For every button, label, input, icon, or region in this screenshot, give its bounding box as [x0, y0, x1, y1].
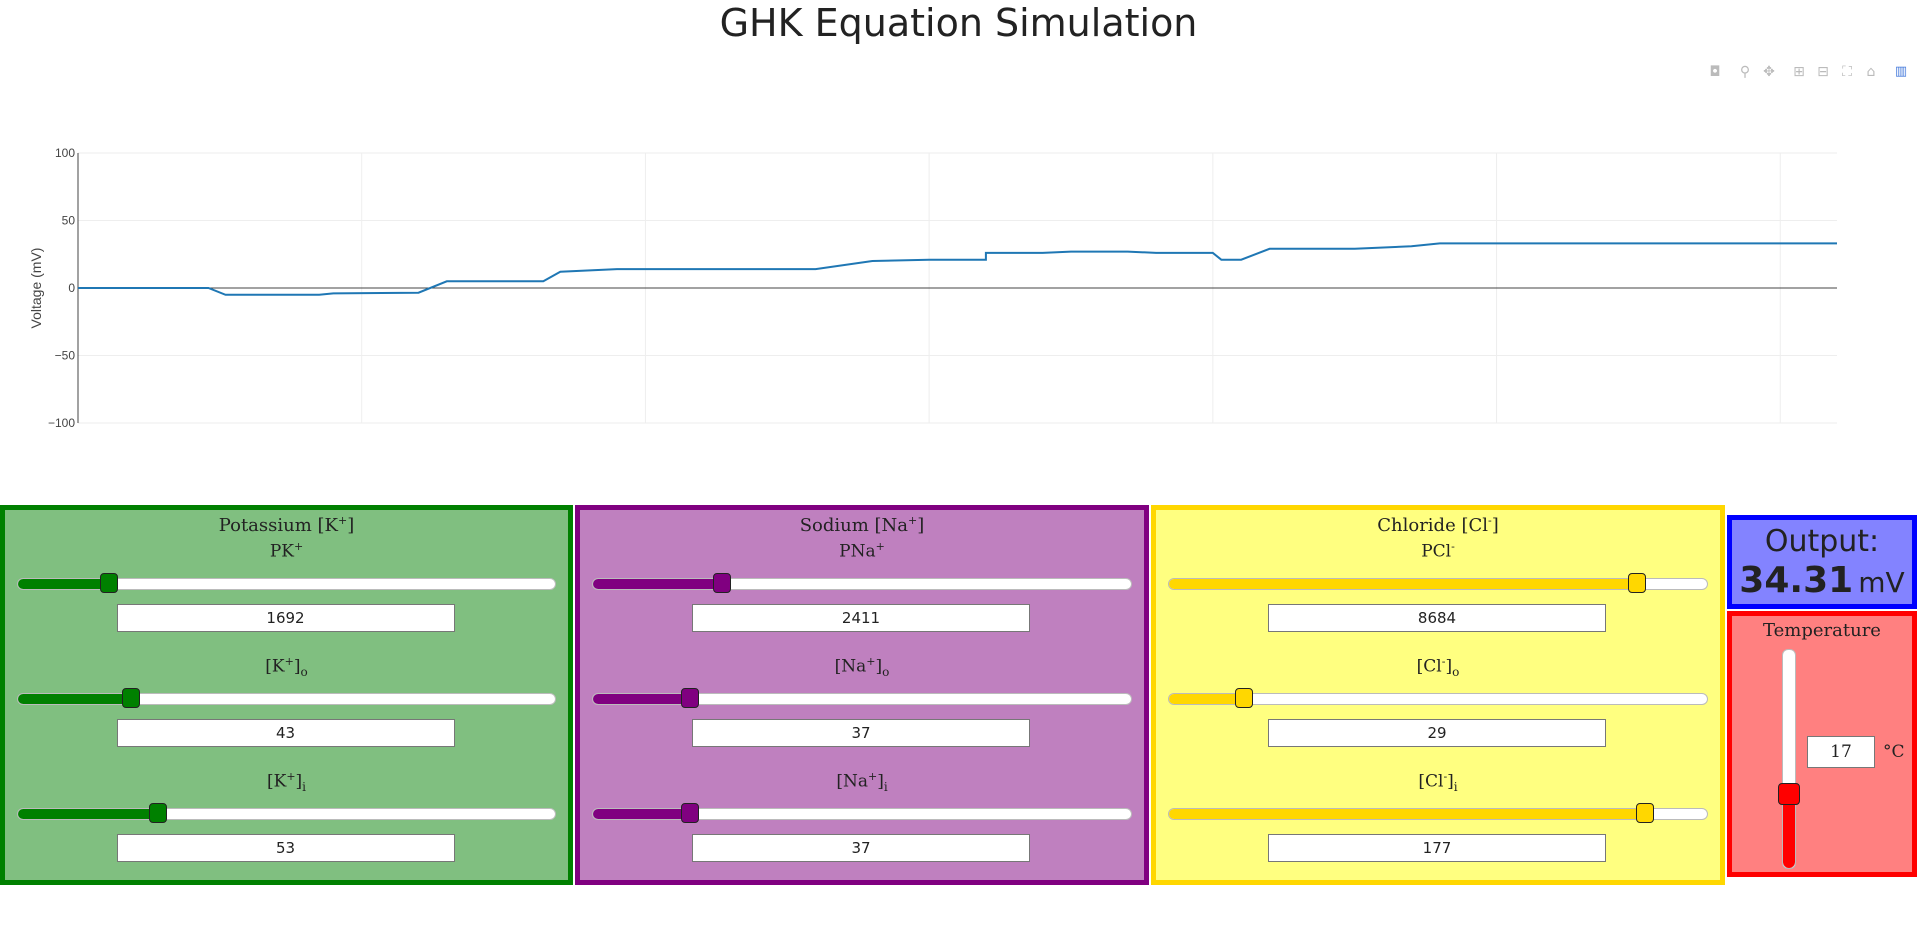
- potassium-control-group: PK+ 1692: [5, 540, 568, 655]
- chloride-slider[interactable]: [1168, 803, 1708, 823]
- potassium-value-input[interactable]: 53: [116, 834, 455, 862]
- chloride-slider[interactable]: [1168, 573, 1708, 593]
- chloride-slider-fill: [1169, 809, 1646, 819]
- chloride-title: Chloride [Cl-]: [1377, 514, 1499, 536]
- sodium-slider-fill: [593, 809, 690, 819]
- page-title: GHK Equation Simulation: [719, 1, 1198, 45]
- potassium-slider-fill: [18, 809, 158, 819]
- y-tick-label: −50: [55, 349, 76, 363]
- potassium-value-input[interactable]: 1692: [116, 604, 455, 632]
- potassium-slider[interactable]: [17, 688, 556, 708]
- sodium-value-input[interactable]: 2411: [692, 604, 1030, 632]
- y-axis-ticks: 100 50 0 −50 −100: [48, 146, 75, 430]
- potassium-slider-label: PK+: [269, 540, 304, 562]
- sodium-slider-label: [Na+]o: [834, 655, 890, 680]
- chloride-slider-thumb[interactable]: [1628, 573, 1647, 593]
- chloride-control-group: [Cl-]i 177: [1156, 770, 1720, 885]
- chloride-control-group: PCl- 8684: [1156, 540, 1720, 655]
- chloride-control-group: [Cl-]o 29: [1156, 655, 1720, 770]
- potassium-panel: Potassium [K+] PK+ 1692 [K+]o 43 [K+]i 53: [0, 505, 573, 885]
- y-tick-label: −100: [48, 416, 75, 430]
- temperature-slider-thumb[interactable]: [1778, 782, 1800, 805]
- y-axis-label: Voltage (mV): [28, 248, 44, 329]
- temperature-slider[interactable]: [1778, 649, 1800, 869]
- potassium-slider-label: [K+]o: [265, 655, 308, 680]
- sodium-slider[interactable]: [592, 803, 1132, 823]
- potassium-slider-fill: [18, 579, 110, 589]
- sodium-slider-thumb[interactable]: [680, 803, 699, 823]
- potassium-control-group: [K+]i 53: [5, 770, 568, 885]
- zoom-icon[interactable]: ⚲: [1739, 64, 1751, 80]
- potassium-slider-thumb[interactable]: [100, 573, 119, 593]
- sodium-value-input[interactable]: 37: [692, 719, 1030, 747]
- sodium-title: Sodium [Na+]: [799, 514, 925, 536]
- sodium-slider-thumb[interactable]: [713, 573, 732, 593]
- chloride-slider-thumb[interactable]: [1636, 803, 1655, 823]
- potassium-slider[interactable]: [17, 803, 556, 823]
- voltage-series-line: [78, 242, 1837, 296]
- y-tick-label: 100: [55, 146, 75, 160]
- sodium-panel: Sodium [Na+] PNa+ 2411 [Na+]o 37 [Na+]i 37: [575, 505, 1149, 885]
- reset-axes-icon[interactable]: ⌂: [1866, 64, 1876, 80]
- temperature-input[interactable]: 17: [1807, 736, 1875, 768]
- autoscale-icon[interactable]: ⛶: [1842, 64, 1852, 80]
- output-unit: mV: [1858, 566, 1905, 599]
- chloride-value-input[interactable]: 177: [1268, 834, 1606, 862]
- chloride-slider-fill: [1169, 579, 1638, 589]
- plotly-logo-icon[interactable]: ▥: [1894, 64, 1908, 79]
- sodium-slider[interactable]: [592, 688, 1132, 708]
- chloride-value-input[interactable]: 29: [1268, 719, 1606, 747]
- chloride-slider[interactable]: [1168, 688, 1708, 708]
- chart-modebar: ◘ ⚲ ✥ ⊞ ⊟ ⛶ ⌂ ▥: [1705, 62, 1911, 82]
- chloride-value-input[interactable]: 8684: [1268, 604, 1606, 632]
- sodium-control-group: [Na+]o 37: [580, 655, 1144, 770]
- output-label: Output:: [1764, 524, 1880, 559]
- chloride-slider-thumb[interactable]: [1235, 688, 1254, 708]
- potassium-control-group: [K+]o 43: [5, 655, 568, 770]
- sodium-control-group: [Na+]i 37: [580, 770, 1144, 885]
- output-value: 34.31: [1739, 560, 1854, 601]
- zoom-out-icon[interactable]: ⊟: [1817, 64, 1829, 80]
- potassium-slider-thumb[interactable]: [148, 803, 167, 823]
- temperature-title: Temperature: [1763, 620, 1881, 641]
- potassium-title: Potassium [K+]: [218, 514, 355, 536]
- sodium-slider-fill: [593, 579, 723, 589]
- potassium-slider[interactable]: [17, 573, 556, 593]
- chloride-slider-label: PCl-: [1421, 540, 1455, 562]
- chloride-slider-fill: [1169, 694, 1245, 704]
- potassium-slider-label: [K+]i: [266, 770, 307, 795]
- voltage-chart: 100 50 0 −50 −100 Voltage (mV): [28, 146, 1837, 430]
- potassium-slider-fill: [18, 694, 131, 704]
- potassium-value-input[interactable]: 43: [116, 719, 455, 747]
- pan-icon[interactable]: ✥: [1763, 64, 1775, 80]
- chloride-panel: Chloride [Cl-] PCl- 8684 [Cl-]o 29 [Cl-]i 177: [1151, 505, 1725, 885]
- temperature-slider-fill: [1783, 793, 1795, 868]
- sodium-slider-label: PNa+: [839, 540, 885, 562]
- temperature-panel: Temperature 17 °C: [1727, 611, 1917, 877]
- chloride-slider-label: [Cl-]i: [1418, 770, 1458, 795]
- camera-icon[interactable]: ◘: [1709, 64, 1721, 80]
- sodium-slider[interactable]: [592, 573, 1132, 593]
- potassium-slider-thumb[interactable]: [121, 688, 140, 708]
- chart-grid: [77, 152, 1837, 424]
- sodium-value-input[interactable]: 37: [692, 834, 1030, 862]
- y-tick-label: 0: [68, 281, 75, 295]
- sodium-slider-thumb[interactable]: [680, 688, 699, 708]
- output-box: Output: 34.31 mV: [1727, 515, 1917, 609]
- zoom-in-icon[interactable]: ⊞: [1793, 64, 1805, 80]
- sodium-slider-label: [Na+]i: [836, 770, 888, 795]
- sodium-control-group: PNa+ 2411: [580, 540, 1144, 655]
- y-tick-label: 50: [62, 214, 76, 228]
- temperature-unit: °C: [1883, 742, 1905, 762]
- chloride-slider-label: [Cl-]o: [1416, 655, 1460, 680]
- sodium-slider-fill: [593, 694, 690, 704]
